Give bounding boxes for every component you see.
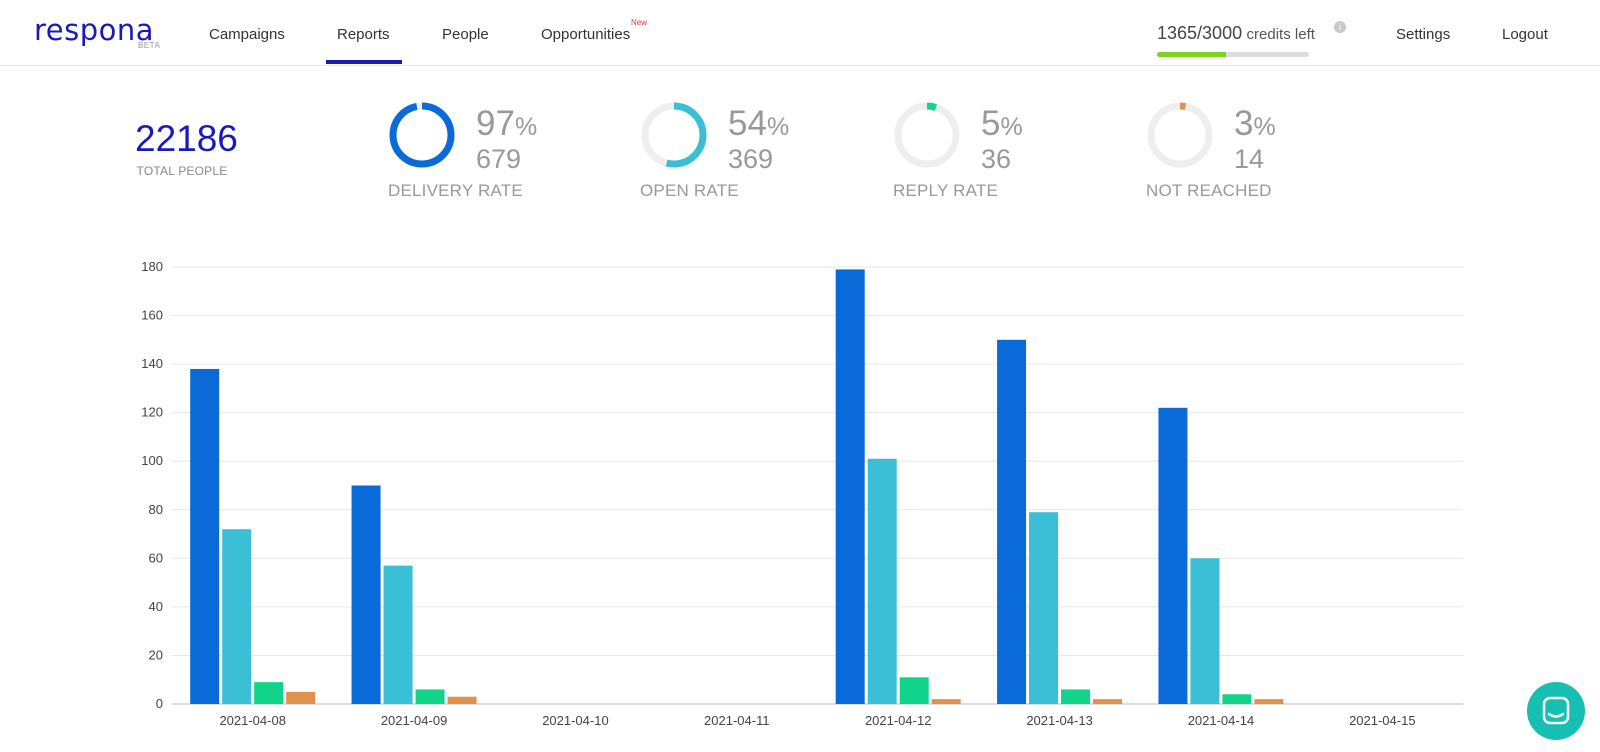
bar xyxy=(1190,558,1220,704)
open-rate-stat: 54% 369 OPEN RATE xyxy=(640,101,880,201)
y-tick-label: 80 xyxy=(149,502,163,517)
bar xyxy=(931,699,961,704)
bar xyxy=(1093,699,1123,704)
chat-icon xyxy=(1542,696,1570,725)
logout-link[interactable]: Logout xyxy=(1502,26,1548,43)
credits-label: credits left xyxy=(1246,26,1315,43)
donut-arc xyxy=(894,102,960,168)
delivery-rate-percent: 97% xyxy=(476,105,537,146)
info-icon[interactable]: i xyxy=(1334,21,1346,33)
logo-text: respona xyxy=(34,13,155,47)
nav-campaigns[interactable]: Campaigns xyxy=(209,26,285,43)
percent-value: 97 xyxy=(476,104,515,143)
bar xyxy=(1029,512,1059,704)
reply-rate-label: REPLY RATE xyxy=(893,181,998,200)
x-tick-label: 2021-04-13 xyxy=(1026,713,1093,728)
nav-reports[interactable]: Reports xyxy=(337,26,390,43)
total-people-stat: 22186 TOTAL PEOPLE xyxy=(135,118,238,178)
bar xyxy=(867,458,897,704)
open-rate-donut xyxy=(641,102,707,168)
chat-button[interactable] xyxy=(1527,682,1585,740)
top-navigation-bar: respona BETA Campaigns Reports People Op… xyxy=(0,0,1600,66)
bar xyxy=(1158,407,1188,704)
x-tick-label: 2021-04-14 xyxy=(1188,713,1255,728)
credits-progress-bar xyxy=(1157,52,1309,57)
active-tab-indicator xyxy=(326,60,402,64)
reply-rate-percent: 5% xyxy=(981,105,1023,146)
donut-arc xyxy=(1147,102,1213,168)
percent-sign: % xyxy=(1253,113,1276,141)
total-people-value: 22186 xyxy=(135,118,238,159)
percent-sign: % xyxy=(514,113,538,141)
donut-track xyxy=(1147,102,1213,168)
x-tick-label: 2021-04-15 xyxy=(1349,713,1416,728)
reply-rate-donut xyxy=(894,102,960,168)
reply-rate-stat: 5% 36 REPLY RATE xyxy=(893,101,1133,201)
percent-sign: % xyxy=(766,113,790,141)
percent-value: 3 xyxy=(1234,104,1254,143)
not-reached-stat: 3% 14 NOT REACHED xyxy=(1146,101,1386,201)
bar xyxy=(1254,699,1284,704)
bar xyxy=(447,696,477,704)
credits-counter: 1365/3000 credits left xyxy=(1157,23,1315,44)
x-tick-label: 2021-04-11 xyxy=(704,713,770,728)
bar xyxy=(1061,689,1091,704)
credits-progress-fill xyxy=(1157,52,1227,57)
x-tick-label: 2021-04-08 xyxy=(219,713,286,728)
percent-sign: % xyxy=(1000,113,1023,141)
not-reached-percent: 3% xyxy=(1234,105,1276,146)
y-tick-label: 180 xyxy=(141,259,163,274)
donut-arc xyxy=(641,102,707,168)
bar xyxy=(222,529,252,704)
donut-arc xyxy=(389,102,455,168)
bar xyxy=(351,485,381,704)
not-reached-label: NOT REACHED xyxy=(1146,181,1272,200)
bar xyxy=(383,565,413,704)
delivery-rate-label: DELIVERY RATE xyxy=(388,181,523,200)
bar xyxy=(286,691,316,704)
y-tick-label: 160 xyxy=(141,308,163,323)
not-reached-count: 14 xyxy=(1234,144,1265,174)
y-tick-label: 40 xyxy=(149,599,163,614)
bar xyxy=(415,689,445,704)
x-tick-label: 2021-04-12 xyxy=(865,713,932,728)
reply-rate-count: 36 xyxy=(981,144,1012,174)
y-tick-label: 0 xyxy=(156,696,163,711)
percent-value: 5 xyxy=(981,104,1001,143)
open-rate-label: OPEN RATE xyxy=(640,181,739,200)
y-tick-label: 20 xyxy=(149,647,163,662)
beta-badge: BETA xyxy=(138,41,161,50)
settings-link[interactable]: Settings xyxy=(1396,26,1451,43)
delivery-rate-stat: 97% 679 DELIVERY RATE xyxy=(388,101,628,201)
open-rate-count: 369 xyxy=(728,144,774,174)
daily-activity-bar-chart: 0 20 40 60 80 100 120 140 160 180 2021-04-08 2021-0… xyxy=(141,259,1463,728)
percent-value: 54 xyxy=(728,104,767,143)
open-rate-percent: 54% xyxy=(728,105,789,146)
credits-value: 1365/3000 xyxy=(1157,23,1243,43)
x-tick-label: 2021-04-10 xyxy=(542,713,609,728)
bar xyxy=(1222,694,1252,704)
y-tick-label: 60 xyxy=(149,550,163,565)
nav-people[interactable]: People xyxy=(442,26,489,43)
bar xyxy=(190,368,220,704)
y-tick-label: 120 xyxy=(141,405,163,420)
y-tick-label: 100 xyxy=(141,453,163,468)
bar xyxy=(254,682,284,704)
bar xyxy=(899,677,929,704)
delivery-rate-donut xyxy=(389,102,455,168)
nav-opportunities[interactable]: Opportunities xyxy=(541,26,631,43)
bar xyxy=(997,339,1027,704)
delivery-rate-count: 679 xyxy=(476,144,522,174)
new-badge: New xyxy=(631,18,648,27)
not-reached-donut xyxy=(1147,102,1213,168)
y-tick-label: 140 xyxy=(141,356,163,371)
donut-track xyxy=(894,102,960,168)
total-people-label: TOTAL PEOPLE xyxy=(136,164,228,178)
bar xyxy=(835,269,865,704)
x-tick-label: 2021-04-09 xyxy=(381,713,448,728)
respona-logo[interactable]: respona BETA xyxy=(34,13,160,50)
